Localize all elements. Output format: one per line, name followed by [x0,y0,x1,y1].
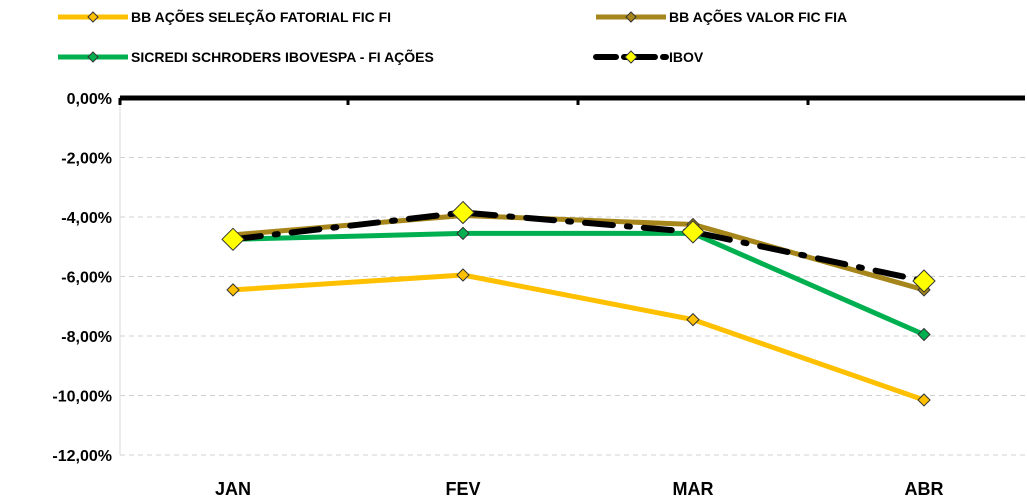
data-point [912,269,936,293]
series-1 [226,268,931,407]
data-point [681,220,705,244]
y-tick-label: -10,00% [52,389,112,406]
y-tick-label: -6,00% [61,270,112,287]
legend-item-3: SICREDI SCHRODERS IBOVESPA - FI AÇÕES [58,48,434,65]
legend-label: IBOV [669,49,704,65]
data-point [221,227,245,252]
legend-label: BB AÇÕES SELEÇÃO FATORIAL FIC FI [131,8,391,25]
axes [118,95,1025,455]
y-tick-label: -4,00% [61,210,112,227]
data-point [226,283,240,297]
series-line [232,230,926,337]
x-category-label: FEV [445,479,480,499]
legend-swatch-marker [625,11,637,23]
gridlines [120,157,1025,456]
x-category-label: ABR [905,479,944,499]
legend: BB AÇÕES SELEÇÃO FATORIAL FIC FI BB AÇÕES… [58,8,847,65]
y-tick-label: -12,00% [52,448,112,465]
legend-label: BB AÇÕES VALOR FIC FIA [669,8,847,25]
legend-swatch-marker [624,50,638,64]
data-point [451,200,475,225]
series-4 [221,200,936,293]
data-point [917,327,931,342]
y-tick-label: 0,00% [67,91,112,108]
x-axis-category-labels: JAN FEV MAR ABR [215,479,944,499]
data-point [686,312,700,327]
series-line [230,209,927,284]
x-category-label: JAN [215,479,251,499]
y-axis-tick-labels: 0,00% -2,00% -4,00% -6,00% -8,00% -10,00% -12,… [52,91,112,465]
x-category-label: MAR [673,479,714,499]
legend-swatch-marker [87,51,99,63]
y-tick-label: -8,00% [61,329,112,346]
legend-item-4: IBOV [593,49,704,65]
y-tick-label: -2,00% [61,151,112,168]
series-line [232,272,925,403]
legend-label: SICREDI SCHRODERS IBOVESPA - FI AÇÕES [131,48,434,65]
legend-item-1: BB AÇÕES SELEÇÃO FATORIAL FIC FI [58,8,391,25]
data-point [917,393,931,407]
data-point [456,268,470,282]
legend-item-2: BB AÇÕES VALOR FIC FIA [596,8,847,25]
data-point [456,226,470,241]
legend-swatch-marker [87,11,99,23]
series-lines [221,200,936,407]
